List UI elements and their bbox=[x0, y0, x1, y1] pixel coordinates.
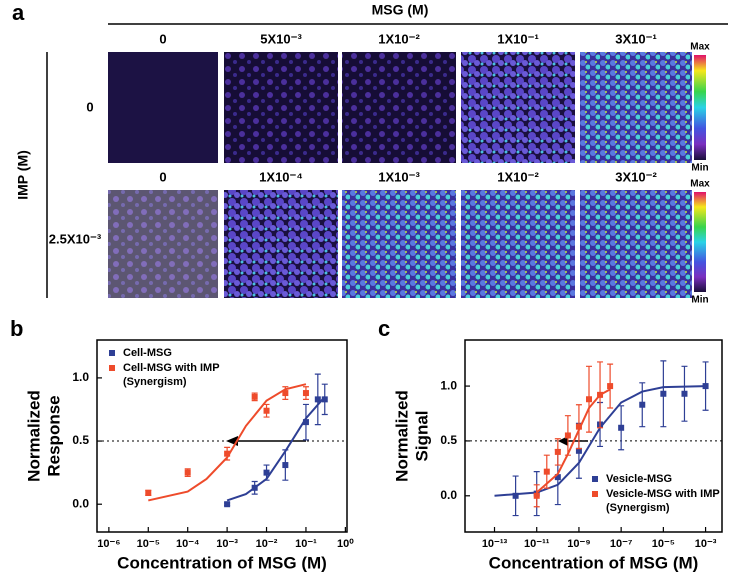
panel-a-images bbox=[46, 23, 728, 298]
point bbox=[263, 469, 270, 476]
point bbox=[607, 383, 614, 390]
y-axis-label: Signal bbox=[412, 410, 431, 461]
x-tick-label: 10⁻⁶ bbox=[97, 538, 120, 550]
x-tick-label: 10⁻⁹ bbox=[567, 538, 590, 550]
point bbox=[184, 469, 191, 476]
x-axis-label: Concentration of MSG (M) bbox=[489, 553, 699, 572]
point bbox=[543, 468, 550, 475]
y-tick-label: 1.0 bbox=[440, 378, 457, 392]
column-label: 1X10⁻² bbox=[497, 169, 539, 184]
point bbox=[586, 396, 593, 403]
point bbox=[224, 450, 231, 457]
point bbox=[564, 432, 571, 439]
column-label: 1X10⁻¹ bbox=[497, 31, 539, 46]
point bbox=[702, 383, 709, 390]
y-axis-label: Normalized bbox=[392, 390, 411, 482]
point bbox=[321, 396, 328, 403]
point bbox=[575, 447, 582, 454]
colorbar-min: Min bbox=[691, 295, 708, 306]
msg-title: MSG (M) bbox=[372, 2, 429, 18]
point bbox=[681, 390, 688, 397]
column-label: 3X10⁻² bbox=[615, 169, 657, 184]
x-tick-label: 10⁻² bbox=[256, 538, 278, 550]
panel-label: a bbox=[12, 0, 25, 25]
column-label: 1X10⁻² bbox=[378, 31, 420, 46]
legend-label: Cell-MSG with IMP (Synergism) bbox=[123, 362, 220, 388]
point bbox=[302, 419, 309, 426]
column-label: 1X10⁻⁴ bbox=[259, 169, 303, 184]
column-label: 3X10⁻¹ bbox=[615, 31, 657, 46]
column-label: 1X10⁻³ bbox=[378, 169, 420, 184]
point bbox=[575, 423, 582, 430]
point bbox=[263, 407, 270, 414]
row-label: 2.5X10⁻³ bbox=[49, 231, 102, 246]
legend-entry: Vesicle-MSG bbox=[588, 472, 723, 486]
legend-entry: Cell-MSG with IMP (Synergism) bbox=[105, 361, 275, 389]
x-tick-label: 10⁻⁵ bbox=[652, 538, 675, 550]
x-tick-label: 10⁻⁵ bbox=[137, 538, 160, 550]
colorbar-max: Max bbox=[690, 179, 710, 190]
point bbox=[660, 390, 667, 397]
legend-swatch bbox=[592, 491, 598, 497]
y-tick-label: 0.5 bbox=[72, 433, 89, 447]
column-label: 0 bbox=[159, 31, 166, 46]
legend-label: Cell-MSG bbox=[123, 347, 172, 359]
point bbox=[554, 448, 561, 455]
colorbar-min: Min bbox=[691, 163, 708, 174]
colorbar-max: Max bbox=[690, 42, 710, 53]
point bbox=[512, 492, 519, 499]
point bbox=[282, 462, 289, 469]
legend-entry: Cell-MSG bbox=[105, 346, 275, 360]
x-tick-label: 10⁻³ bbox=[695, 538, 717, 550]
legend-swatch bbox=[109, 365, 115, 371]
y-tick-label: 0.0 bbox=[72, 496, 89, 510]
y-tick-label: 1.0 bbox=[72, 370, 89, 384]
legend-swatch bbox=[592, 476, 598, 482]
plot-frame bbox=[464, 339, 723, 533]
column-label: 0 bbox=[159, 169, 166, 184]
y-tick-label: 0.0 bbox=[440, 488, 457, 502]
point bbox=[251, 484, 258, 491]
point bbox=[639, 401, 646, 408]
y-axis-label: Normalized bbox=[24, 390, 43, 482]
panel-label: c bbox=[378, 316, 390, 341]
point bbox=[597, 391, 604, 398]
legend-label: Vesicle-MSG with IMP (Synergism) bbox=[606, 488, 720, 514]
column-label: 5X10⁻³ bbox=[260, 31, 302, 46]
point bbox=[618, 424, 625, 431]
y-tick-label: 0.5 bbox=[440, 433, 457, 447]
legend-entry: Vesicle-MSG with IMP (Synergism) bbox=[588, 487, 723, 515]
point bbox=[533, 492, 540, 499]
row-label: 0 bbox=[86, 99, 93, 114]
point bbox=[282, 390, 289, 397]
x-tick-label: 10⁻⁴ bbox=[176, 538, 199, 550]
x-axis-label: Concentration of MSG (M) bbox=[117, 553, 327, 572]
point bbox=[554, 474, 561, 481]
x-tick-label: 10⁰ bbox=[337, 538, 354, 550]
point bbox=[145, 489, 152, 496]
point bbox=[224, 501, 231, 508]
legend: Vesicle-MSG Vesicle-MSG with IMP (Synergi… bbox=[588, 472, 723, 516]
imp-title: IMP (M) bbox=[15, 150, 31, 200]
point bbox=[314, 396, 321, 403]
point bbox=[302, 390, 309, 397]
x-tick-label: 10⁻¹¹ bbox=[524, 538, 550, 550]
fit-curve bbox=[226, 396, 326, 502]
x-tick-label: 10⁻⁷ bbox=[610, 538, 633, 550]
x-tick-label: 10⁻³ bbox=[216, 538, 238, 550]
point bbox=[251, 393, 258, 400]
x-tick-label: 10⁻¹³ bbox=[482, 538, 508, 550]
x-tick-label: 10⁻¹ bbox=[295, 538, 317, 550]
legend-swatch bbox=[109, 350, 115, 356]
fit-curve bbox=[148, 383, 307, 502]
panel-label: b bbox=[10, 316, 23, 341]
shift-arrow-head bbox=[558, 436, 568, 446]
legend: Cell-MSG Cell-MSG with IMP (Synergism) bbox=[105, 346, 275, 390]
y-axis-label: Response bbox=[44, 395, 63, 476]
plot-frame bbox=[96, 339, 348, 533]
legend-label: Vesicle-MSG bbox=[606, 473, 673, 485]
